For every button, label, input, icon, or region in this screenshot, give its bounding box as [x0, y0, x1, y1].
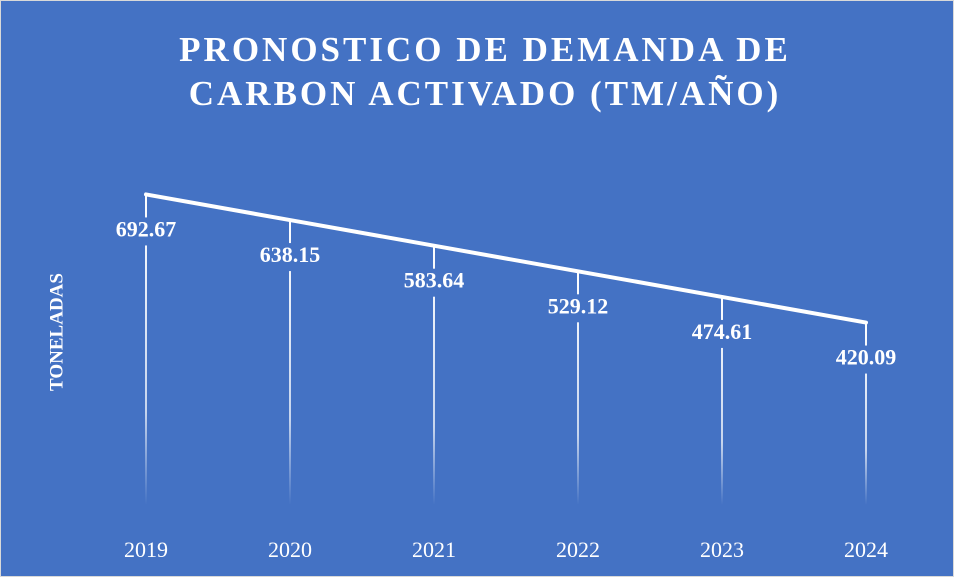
data-label-background — [392, 268, 476, 297]
x-tick-label: 2024 — [844, 537, 888, 562]
x-tick-label: 2019 — [124, 537, 168, 562]
data-label: 529.12 — [548, 293, 609, 318]
y-axis-label: TONELADAS — [46, 273, 67, 391]
data-label: 474.61 — [692, 319, 753, 344]
x-tick-label: 2021 — [412, 537, 456, 562]
data-label: 583.64 — [404, 268, 465, 293]
data-label-background — [824, 345, 908, 374]
drop-line — [865, 322, 867, 505]
chart-title: PRONOSTICO DE DEMANDA DE CARBON ACTIVADO… — [179, 30, 791, 113]
data-label-background — [680, 319, 764, 348]
data-label: 420.09 — [836, 345, 897, 370]
data-label-background — [536, 294, 620, 323]
data-label-background — [104, 217, 188, 246]
drop-line — [577, 271, 579, 505]
data-label: 692.67 — [116, 216, 177, 241]
line — [144, 192, 868, 325]
drop-line — [145, 194, 147, 505]
drop-line — [433, 245, 435, 505]
x-tick-label: 2020 — [268, 537, 312, 562]
drop-line — [721, 296, 723, 505]
data-label: 638.15 — [260, 242, 321, 267]
data-label-background — [248, 243, 332, 272]
drop-line — [289, 220, 291, 505]
x-tick-label: 2023 — [700, 537, 744, 562]
x-tick-label: 2022 — [556, 537, 600, 562]
